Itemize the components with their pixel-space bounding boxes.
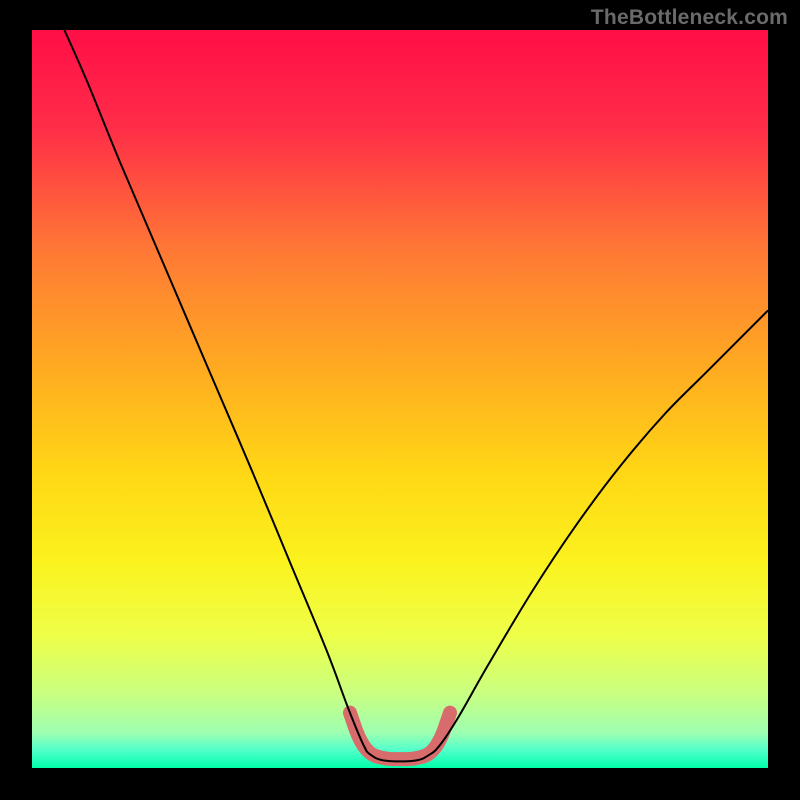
bottleneck-chart: TheBottleneck.com <box>0 0 800 800</box>
watermark-text: TheBottleneck.com <box>591 6 788 30</box>
plot-area <box>32 30 768 768</box>
chart-svg <box>0 0 800 800</box>
